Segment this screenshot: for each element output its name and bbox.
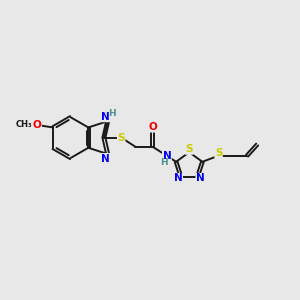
Text: H: H	[160, 158, 168, 167]
Text: O: O	[32, 120, 41, 130]
Text: N: N	[174, 173, 182, 184]
Text: H: H	[108, 109, 116, 118]
Text: O: O	[148, 122, 157, 132]
Text: N: N	[196, 173, 205, 184]
Text: N: N	[101, 154, 110, 164]
Text: S: S	[215, 148, 222, 158]
Text: CH₃: CH₃	[15, 121, 32, 130]
Text: S: S	[185, 144, 193, 154]
Text: S: S	[117, 133, 125, 142]
Text: N: N	[163, 151, 171, 161]
Text: N: N	[101, 112, 110, 122]
